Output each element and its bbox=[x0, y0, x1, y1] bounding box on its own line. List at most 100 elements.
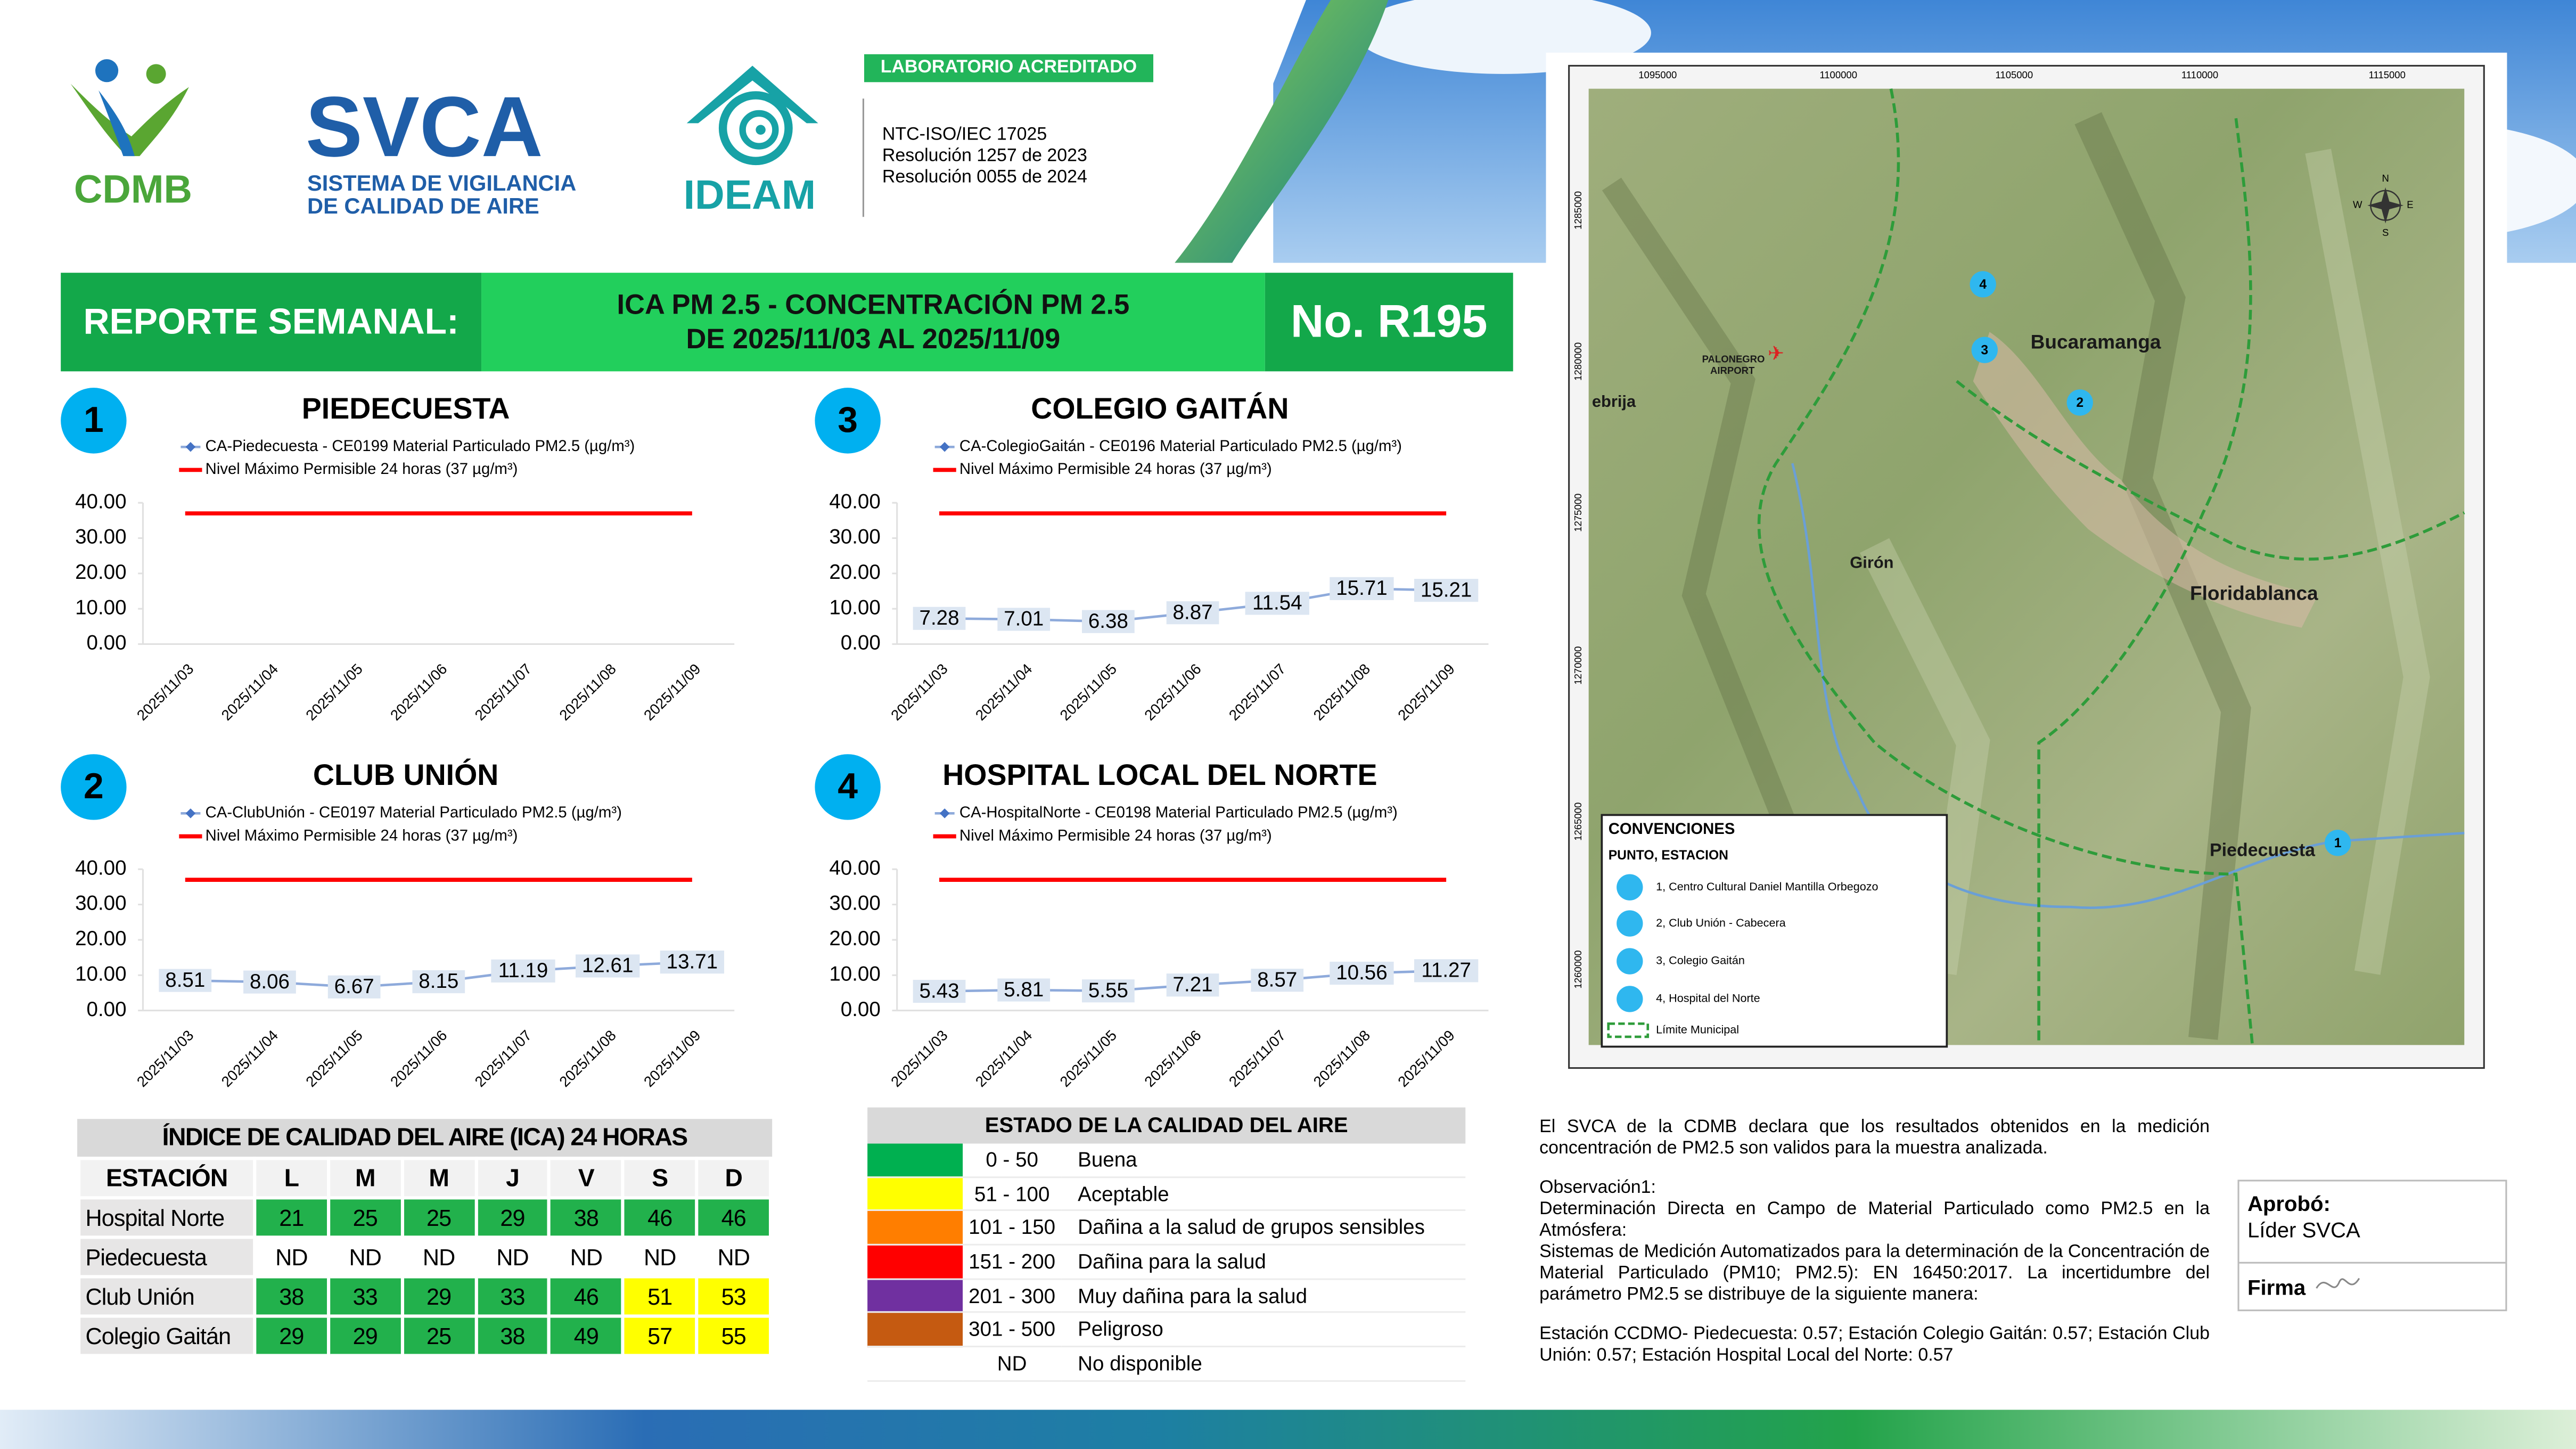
map-legend-marker bbox=[1617, 948, 1643, 975]
x-tick-label: 2025/11/09 bbox=[641, 660, 704, 724]
lab-line: Resolución 1257 de 2023 bbox=[882, 146, 1087, 166]
quality-range: 51 - 100 bbox=[963, 1176, 1062, 1212]
data-label: 15.71 bbox=[1336, 577, 1387, 600]
map-place: ebrija bbox=[1592, 392, 1636, 411]
x-tick-label: 2025/11/03 bbox=[134, 1027, 197, 1090]
data-label-bg bbox=[997, 608, 1051, 631]
legend-marker bbox=[939, 808, 950, 818]
ica-value: 25 bbox=[400, 1314, 478, 1357]
x-tick-label: 2025/11/06 bbox=[1141, 1027, 1204, 1090]
map-coord-x: 1095000 bbox=[1638, 69, 1677, 80]
ica-row: Club Unión 38 33 29 33 46 51 53 bbox=[77, 1275, 773, 1318]
quality-legend-title: ESTADO DE LA CALIDAD DEL AIRE bbox=[867, 1107, 1466, 1144]
green-swoosh bbox=[1175, 0, 1389, 263]
data-label: 7.01 bbox=[1004, 608, 1044, 631]
y-tick-label: 30.00 bbox=[829, 892, 880, 915]
divider bbox=[862, 99, 864, 217]
data-label-bg bbox=[913, 979, 966, 1003]
ica-value: 29 bbox=[400, 1275, 478, 1318]
map-coord-y: 1270000 bbox=[1572, 646, 1584, 685]
legend-label: CA-HospitalNorte - CE0198 Material Parti… bbox=[959, 804, 1398, 821]
data-label: 12.61 bbox=[582, 954, 633, 977]
chart-number: 4 bbox=[838, 766, 858, 806]
quality-label: Dañina a la salud de grupos sensibles bbox=[1061, 1210, 1466, 1246]
y-tick-label: 20.00 bbox=[75, 927, 126, 950]
x-tick-label: 2025/11/04 bbox=[218, 660, 282, 724]
data-label: 11.54 bbox=[1252, 592, 1302, 615]
y-tick-label: 20.00 bbox=[75, 561, 126, 584]
compass-star bbox=[2367, 187, 2404, 224]
x-tick-label: 2025/11/05 bbox=[1056, 660, 1120, 724]
logo-head bbox=[95, 59, 119, 83]
lab-line: NTC-ISO/IEC 17025 bbox=[882, 125, 1047, 145]
logo-figure bbox=[99, 90, 135, 157]
data-label: 8.51 bbox=[165, 969, 205, 992]
ica-value: 49 bbox=[547, 1314, 625, 1357]
legend-marker bbox=[185, 808, 196, 818]
data-label: 8.57 bbox=[1257, 968, 1297, 991]
x-tick-label: 2025/11/08 bbox=[1310, 1027, 1374, 1090]
map-coord-x: 1100000 bbox=[1819, 69, 1857, 80]
quality-label: Dañina para la salud bbox=[1061, 1245, 1466, 1280]
quality-legend-table: 0 - 50 Buena 51 - 100 Aceptable 101 - 150 Dañ… bbox=[867, 1143, 1466, 1382]
compass-letter: N bbox=[2382, 173, 2389, 184]
ridge bbox=[2305, 149, 2430, 975]
svca-text: SVCA bbox=[305, 80, 543, 176]
approval-box: Aprobó: Líder SVCA Firma bbox=[2237, 1180, 2507, 1312]
map-legend-subtitle: PUNTO, ESTACION bbox=[1609, 848, 1728, 863]
data-label-bg bbox=[1082, 979, 1135, 1003]
note-paragraph: Estación CCDMO- Piedecuesta: 0.57; Estac… bbox=[1539, 1324, 2210, 1366]
ica-value: ND bbox=[400, 1235, 478, 1279]
ica-value: 46 bbox=[695, 1196, 773, 1239]
banner-center: ICA PM 2.5 - CONCENTRACIÓN PM 2.5 DE 202… bbox=[481, 273, 1265, 372]
map-place: AIRPORT bbox=[1710, 365, 1755, 376]
chart-number: 2 bbox=[84, 766, 104, 806]
map-coord-y: 1260000 bbox=[1572, 950, 1584, 988]
ica-value: 53 bbox=[695, 1275, 773, 1318]
x-tick-label: 2025/11/06 bbox=[387, 1027, 450, 1090]
chart-number-badge bbox=[815, 388, 881, 454]
chart: 2 CLUB UNIÓN CA-ClubUnión - CE0197 Materia… bbox=[61, 754, 735, 1090]
quality-color bbox=[867, 1176, 963, 1212]
data-label-bg bbox=[1251, 969, 1304, 992]
quality-legend: ESTADO DE LA CALIDAD DEL AIRE 0 - 50 Buen… bbox=[867, 1107, 1466, 1382]
x-tick-label: 2025/11/07 bbox=[1226, 660, 1289, 724]
station-marker bbox=[2066, 389, 2093, 416]
map-place: Piedecuesta bbox=[2210, 840, 2316, 860]
lab-badge: LABORATORIO ACREDITADO bbox=[864, 54, 1154, 83]
ica-value: ND bbox=[326, 1235, 404, 1279]
ideam-logo bbox=[686, 66, 818, 166]
data-label: 5.43 bbox=[920, 979, 959, 1002]
y-tick-label: 20.00 bbox=[829, 561, 880, 584]
data-label-bg bbox=[913, 607, 966, 630]
note-paragraph: Sistemas de Medición Automatizados para … bbox=[1539, 1242, 2210, 1305]
quality-range: 151 - 200 bbox=[963, 1245, 1062, 1280]
notes: El SVCA de la CDMB declara que los resul… bbox=[1539, 1117, 2210, 1385]
x-tick-label: 2025/11/07 bbox=[472, 660, 535, 724]
logo-swirl bbox=[756, 125, 766, 135]
map-legend-box bbox=[1601, 814, 1948, 1048]
data-label-bg bbox=[327, 975, 381, 998]
map-place: Floridablanca bbox=[2190, 582, 2318, 604]
ica-value: ND bbox=[695, 1235, 773, 1279]
ica-value: 29 bbox=[474, 1196, 551, 1239]
quality-color bbox=[867, 1245, 963, 1280]
compass-letter: E bbox=[2407, 199, 2413, 210]
logo-swirl bbox=[718, 91, 793, 166]
ica-value: 46 bbox=[621, 1196, 699, 1239]
x-tick-label: 2025/11/05 bbox=[302, 660, 366, 724]
data-label: 6.67 bbox=[334, 975, 374, 998]
ica-value: 29 bbox=[326, 1314, 404, 1357]
legend-marker bbox=[185, 441, 196, 452]
ica-value: ND bbox=[253, 1235, 330, 1279]
approval-label: Aprobó: bbox=[2247, 1191, 2331, 1216]
x-tick-label: 2025/11/08 bbox=[556, 1027, 619, 1090]
map-coord-x: 1105000 bbox=[1995, 69, 2033, 80]
logo-swirl bbox=[739, 110, 779, 150]
ica-value: 51 bbox=[621, 1275, 699, 1318]
data-label: 7.21 bbox=[1173, 973, 1213, 996]
map-place: Girón bbox=[1850, 553, 1893, 571]
y-tick-label: 30.00 bbox=[75, 526, 126, 549]
